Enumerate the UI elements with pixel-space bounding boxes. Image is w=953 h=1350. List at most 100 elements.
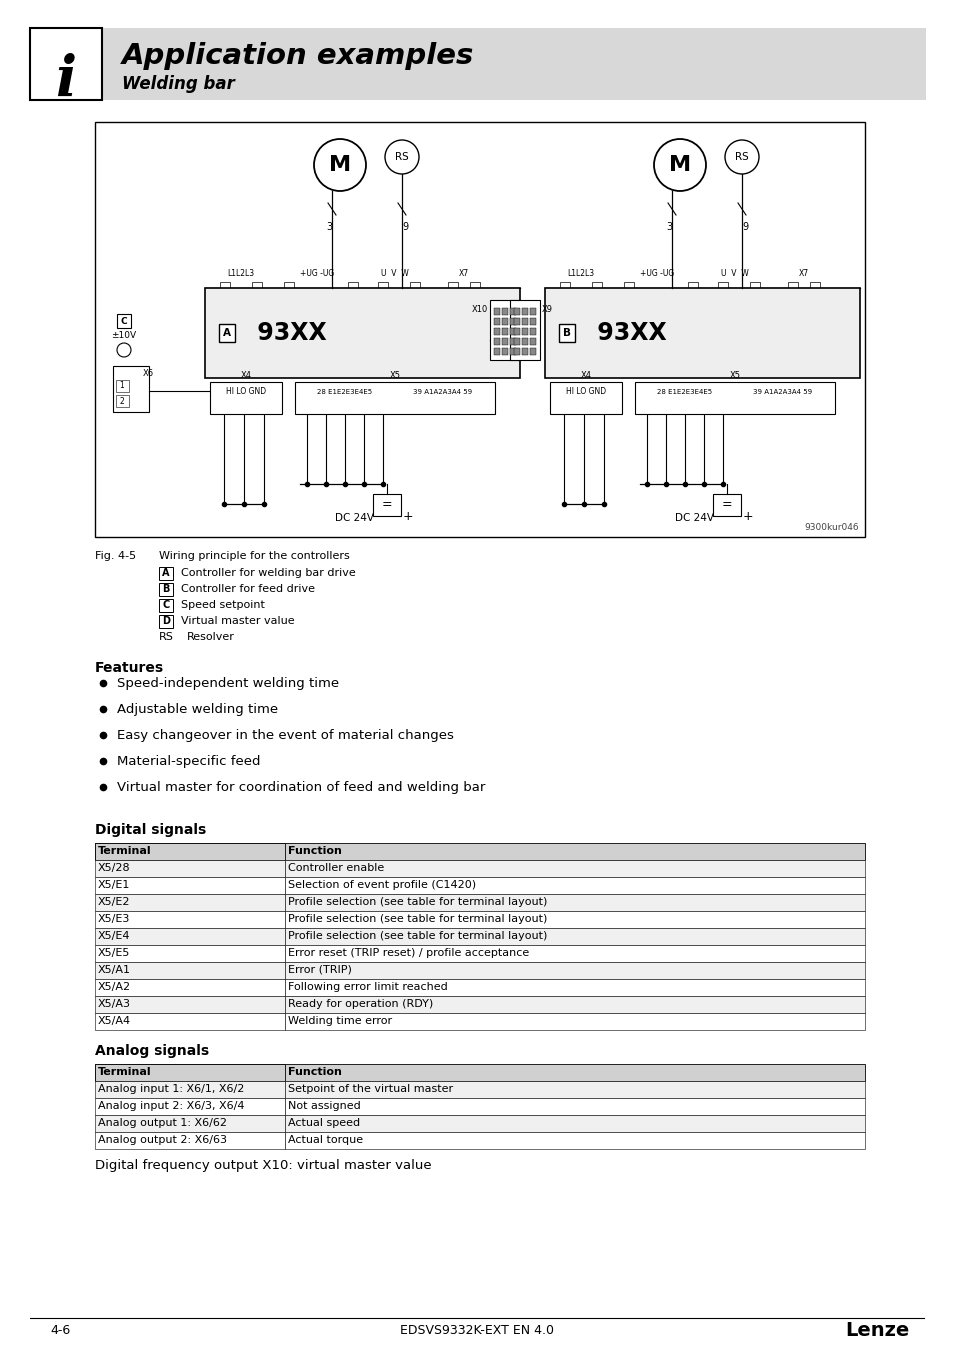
Text: Following error limit reached: Following error limit reached — [288, 981, 447, 992]
Bar — [639, 398, 655, 410]
Bar — [544, 288, 859, 378]
Bar — [514, 338, 519, 346]
Text: Resolver: Resolver — [187, 632, 234, 643]
Text: +UG -UG: +UG -UG — [299, 269, 334, 278]
Text: Profile selection (see table for terminal layout): Profile selection (see table for termina… — [288, 914, 547, 923]
Bar — [521, 308, 527, 315]
Bar — [762, 398, 779, 410]
Bar — [285, 996, 864, 1012]
Circle shape — [314, 139, 366, 190]
Bar — [592, 282, 601, 296]
Bar — [235, 398, 252, 410]
Text: Selection of event profile (C1420): Selection of event profile (C1420) — [288, 880, 476, 890]
Bar — [697, 398, 711, 410]
Text: X4: X4 — [240, 371, 252, 379]
Bar — [530, 348, 536, 355]
Text: Material-specific feed: Material-specific feed — [117, 755, 260, 768]
Bar — [521, 338, 527, 346]
Bar — [659, 398, 673, 410]
Bar — [285, 927, 864, 945]
Text: Ready for operation (RDY): Ready for operation (RDY) — [288, 999, 433, 1008]
Bar — [159, 599, 172, 612]
Bar — [501, 338, 507, 346]
Text: +: + — [742, 509, 753, 522]
Bar — [285, 894, 864, 911]
Bar — [219, 324, 234, 342]
Text: Error reset (TRIP reset) / profile acceptance: Error reset (TRIP reset) / profile accep… — [288, 948, 529, 958]
Bar — [95, 1115, 285, 1133]
Text: M: M — [329, 155, 351, 176]
Bar — [501, 328, 507, 335]
Bar — [678, 398, 692, 410]
Text: A: A — [223, 328, 231, 338]
Bar — [550, 382, 621, 414]
Bar — [521, 319, 527, 325]
Text: Speed setpoint: Speed setpoint — [181, 599, 265, 610]
Text: X6: X6 — [143, 370, 154, 378]
Text: X5/A4: X5/A4 — [98, 1017, 131, 1026]
Text: =: = — [720, 498, 732, 512]
Text: Features: Features — [95, 662, 164, 675]
Text: Terminal: Terminal — [98, 1066, 152, 1077]
Text: X5/E1: X5/E1 — [98, 880, 131, 890]
Text: A: A — [162, 568, 170, 579]
Text: C: C — [121, 316, 127, 325]
Bar — [210, 382, 282, 414]
Text: Not assigned: Not assigned — [288, 1102, 360, 1111]
Text: 9300kur046: 9300kur046 — [803, 522, 858, 532]
Text: 39 A1A2A3A4 59: 39 A1A2A3A4 59 — [413, 389, 472, 396]
Text: Actual speed: Actual speed — [288, 1118, 359, 1129]
Text: EDSVS9332K-EXT EN 4.0: EDSVS9332K-EXT EN 4.0 — [399, 1323, 554, 1336]
Bar — [470, 282, 479, 296]
Text: +: + — [402, 509, 414, 522]
Bar — [205, 288, 519, 378]
Bar — [95, 1133, 285, 1149]
Text: X4: X4 — [579, 371, 591, 379]
Bar — [284, 282, 294, 296]
Bar — [95, 945, 285, 963]
Bar — [576, 398, 592, 410]
Bar — [462, 398, 478, 410]
Text: U  V  W: U V W — [720, 269, 748, 278]
Bar — [318, 398, 334, 410]
Bar — [356, 398, 372, 410]
Bar — [255, 398, 272, 410]
Bar — [95, 894, 285, 911]
Text: 28 E1E2E3E4E5: 28 E1E2E3E4E5 — [657, 389, 712, 396]
Text: Controller for feed drive: Controller for feed drive — [181, 585, 314, 594]
Bar — [787, 282, 797, 296]
Text: 9: 9 — [741, 221, 747, 232]
Bar — [802, 398, 818, 410]
Bar — [285, 945, 864, 963]
Bar — [514, 328, 519, 335]
Text: i: i — [55, 53, 76, 108]
Bar — [530, 308, 536, 315]
Bar — [294, 382, 495, 414]
Text: B: B — [162, 585, 170, 594]
Text: D: D — [162, 617, 170, 626]
Text: DC 24V: DC 24V — [675, 513, 714, 522]
Bar — [285, 1098, 864, 1115]
Text: Virtual master for coordination of feed and welding bar: Virtual master for coordination of feed … — [117, 780, 485, 794]
Text: Controller enable: Controller enable — [288, 863, 384, 873]
Bar — [712, 494, 740, 516]
Text: Welding time error: Welding time error — [288, 1017, 392, 1026]
Bar — [95, 1098, 285, 1115]
Bar — [159, 567, 172, 580]
Text: Adjustable welding time: Adjustable welding time — [117, 702, 278, 716]
Text: +UG -UG: +UG -UG — [639, 269, 674, 278]
Bar — [377, 282, 388, 296]
Text: Easy changeover in the event of material changes: Easy changeover in the event of material… — [117, 729, 454, 741]
Bar — [687, 282, 698, 296]
Text: Actual torque: Actual torque — [288, 1135, 363, 1145]
Text: 4-6: 4-6 — [50, 1323, 71, 1336]
Bar — [348, 282, 357, 296]
Bar — [510, 308, 516, 315]
Bar — [285, 1115, 864, 1133]
Bar — [514, 348, 519, 355]
Bar — [501, 321, 517, 338]
Bar — [494, 338, 499, 346]
Bar — [285, 963, 864, 979]
Bar — [422, 398, 438, 410]
Bar — [95, 963, 285, 979]
